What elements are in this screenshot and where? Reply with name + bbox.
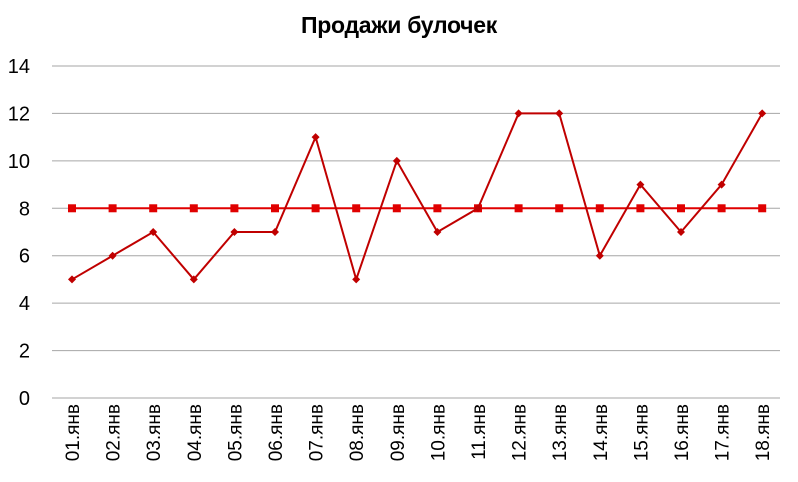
series-2-point	[717, 204, 726, 213]
y-tick-label: 2	[19, 341, 30, 363]
x-tick-label: 17.янв	[713, 404, 734, 461]
series-2-point	[595, 204, 604, 213]
series-2-point	[189, 204, 198, 213]
series-2-point	[230, 204, 239, 213]
series-2-point	[68, 204, 76, 213]
series-1-point	[108, 251, 117, 260]
series-2-point	[352, 204, 361, 213]
chart-title: Продажи булочек	[301, 12, 497, 38]
series-1-point	[149, 228, 158, 236]
series-2-point	[514, 204, 523, 213]
x-tick-label: 10.янв	[428, 404, 449, 461]
series-1-point	[555, 109, 564, 118]
series-1-point	[636, 180, 645, 189]
series-1-point	[311, 133, 320, 142]
series-2-point	[392, 204, 401, 213]
series-2-point	[271, 204, 279, 213]
series-1-point	[271, 228, 279, 236]
series-1-point	[595, 251, 604, 260]
x-tick-label: 06.янв	[266, 404, 287, 461]
y-tick-label: 4	[19, 293, 30, 315]
x-tick-label: 09.янв	[388, 404, 409, 461]
y-tick-label: 6	[19, 246, 30, 268]
series-1-point	[677, 228, 685, 236]
series-1-point	[392, 156, 401, 165]
series-1-point	[352, 275, 361, 284]
series-2-point	[677, 204, 685, 213]
x-tick-label: 16.янв	[672, 404, 693, 461]
x-tick-label: 04.янв	[185, 404, 206, 461]
series-1-point	[514, 109, 523, 118]
gridlines	[52, 65, 780, 399]
x-tick-label: 02.янв	[104, 404, 125, 461]
series	[68, 109, 767, 284]
y-tick-label: 14	[8, 56, 30, 78]
x-tick-label: 07.янв	[307, 404, 328, 461]
x-tick-label: 03.янв	[144, 404, 165, 461]
series-2-point	[108, 204, 117, 213]
x-tick-label: 13.янв	[550, 404, 571, 461]
y-axis-ticks: 0 2 4 6 8 10 12 14	[8, 56, 30, 410]
y-tick-label: 8	[19, 198, 30, 220]
series-2-point	[555, 204, 564, 213]
x-tick-label: 05.янв	[225, 404, 246, 461]
series-1-point	[230, 228, 239, 236]
series-2-point	[636, 204, 645, 213]
y-tick-label: 10	[8, 151, 30, 173]
x-tick-label: 18.янв	[753, 404, 774, 461]
x-tick-label: 12.янв	[510, 404, 531, 461]
x-tick-label: 08.янв	[347, 404, 368, 461]
series-1-point	[717, 180, 726, 189]
series-2-point	[149, 204, 158, 213]
series-1-point	[433, 228, 442, 236]
series-1-point	[474, 204, 482, 213]
series-1-point	[68, 275, 76, 284]
y-tick-label: 0	[19, 388, 30, 410]
series-1-point	[758, 109, 767, 118]
x-tick-label: 01.янв	[63, 404, 84, 461]
x-tick-label: 11.янв	[469, 404, 490, 460]
y-tick-label: 12	[8, 103, 30, 125]
x-tick-label: 14.янв	[591, 404, 612, 461]
x-axis-ticks: 01.янв 02.янв 03.янв 04.янв 05.янв 06.янв 07.я…	[63, 404, 774, 461]
series-1-line	[71, 112, 764, 283]
series-1-point	[189, 275, 198, 284]
series-2-point	[433, 204, 442, 213]
series-2-point	[311, 204, 320, 213]
x-tick-label: 15.янв	[631, 404, 652, 461]
series-2-point	[758, 204, 767, 213]
